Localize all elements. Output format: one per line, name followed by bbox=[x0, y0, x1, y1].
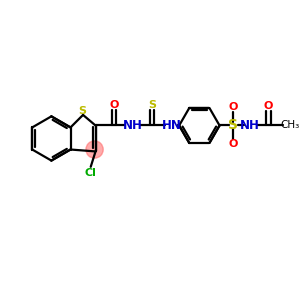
Text: S: S bbox=[78, 106, 86, 116]
Text: Cl: Cl bbox=[85, 168, 97, 178]
Text: O: O bbox=[228, 102, 238, 112]
Text: NH: NH bbox=[240, 119, 260, 132]
Circle shape bbox=[86, 141, 103, 158]
Text: O: O bbox=[109, 100, 119, 110]
Text: O: O bbox=[228, 139, 238, 149]
Text: NH: NH bbox=[123, 119, 143, 132]
Text: S: S bbox=[148, 100, 156, 110]
Text: CH₃: CH₃ bbox=[280, 121, 299, 130]
Text: HN: HN bbox=[161, 119, 182, 132]
Text: O: O bbox=[264, 101, 273, 111]
Text: S: S bbox=[228, 118, 238, 133]
